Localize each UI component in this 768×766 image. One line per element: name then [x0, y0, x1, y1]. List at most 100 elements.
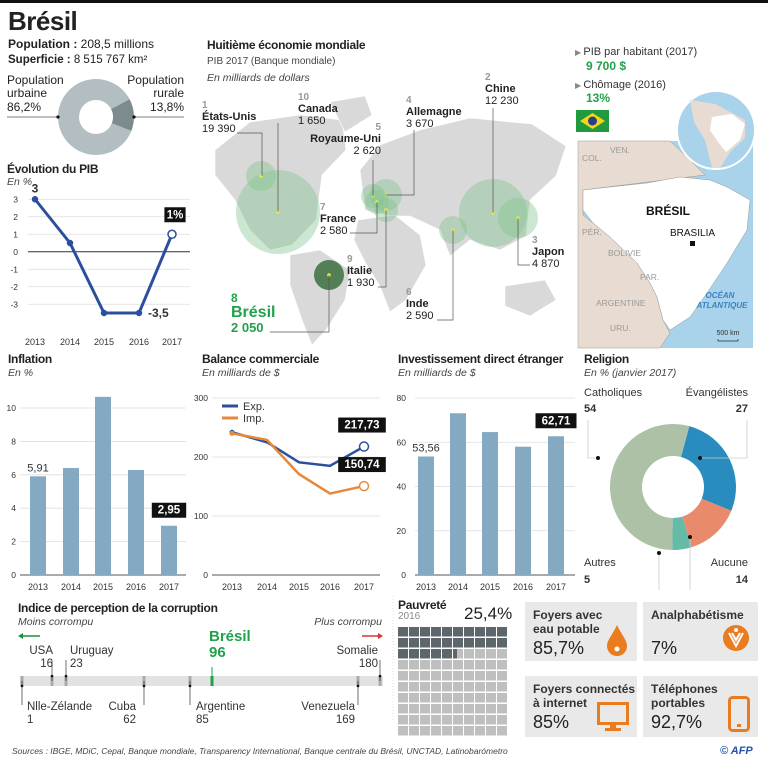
flag-globe [588, 116, 597, 126]
ide-label-2017: 62,71 [542, 415, 571, 427]
inflation-bar-2014 [63, 467, 79, 575]
waffle-cell [442, 715, 452, 725]
x-tick-label: 2017 [546, 582, 566, 592]
y-tick-label: 60 [397, 437, 407, 447]
card-value: 7% [651, 638, 678, 658]
waffle-cell [431, 704, 441, 714]
card-title-2: à internet [533, 696, 588, 710]
gdp-value: 1 930 [347, 277, 375, 289]
waffle-cell [475, 671, 485, 681]
x-tick-label: 2015 [93, 582, 113, 592]
religion-value: 27 [736, 403, 748, 415]
waffle-cell [431, 660, 441, 670]
corruption-dot [20, 684, 24, 688]
waffle-cell [464, 704, 474, 714]
y-tick-label: 8 [11, 436, 16, 446]
balance-point-end [358, 441, 370, 452]
waffle-cell [475, 693, 485, 703]
gdp-leader [378, 210, 387, 288]
balance-label-0-bg [338, 417, 386, 433]
x-tick-label: 2013 [25, 337, 45, 347]
waffle-cell [442, 693, 452, 703]
y-tick-label: 0 [203, 570, 208, 580]
waffle-cell-filled [398, 649, 408, 659]
gdp-rank: 3 [532, 235, 538, 246]
waffle-cell [464, 693, 474, 703]
waffle-cell [475, 704, 485, 714]
gdp-country: France [320, 213, 356, 225]
y-tick-label: 20 [397, 526, 407, 536]
x-tick-label: 2015 [94, 337, 114, 347]
waffle-cell [431, 671, 441, 681]
balance-point-end [358, 480, 370, 492]
waffle-cell [409, 726, 419, 736]
waffle-cell [464, 649, 474, 659]
waffle-cell [453, 671, 463, 681]
y-tick-label: 10 [7, 403, 17, 413]
gdp-rank: 5 [375, 122, 381, 133]
waffle-cell-filled [453, 649, 457, 659]
y-tick-label: 100 [194, 511, 208, 521]
balance-label-1: 150,74 [344, 459, 380, 471]
corruption-rank: 1 [27, 714, 33, 726]
waffle-cell [409, 682, 419, 692]
y-tick-label: 2 [13, 212, 18, 222]
waffle-cell [464, 715, 474, 725]
gdp-country: Inde [406, 298, 429, 310]
y-tick-label: 4 [11, 503, 16, 513]
gdp-value: 2 590 [406, 310, 434, 322]
gdp-rank: 2 [485, 72, 491, 83]
waffle-cell [453, 660, 463, 670]
card-mobile: Téléphones portables 92,7% [643, 676, 758, 737]
waffle-cell [464, 671, 474, 681]
waffle-cell [497, 671, 507, 681]
waffle-cell [464, 660, 474, 670]
religion-leader [587, 420, 598, 459]
world-landmass [504, 279, 557, 317]
y-tick-label: 80 [397, 393, 407, 403]
corruption-country: USA [29, 645, 53, 657]
x-tick-label: 2016 [126, 582, 146, 592]
waffle-cell [486, 715, 496, 725]
map-country-label: BRÉSIL [646, 203, 690, 218]
globe-brazil [710, 114, 745, 152]
gdp-value: 2 050 [231, 320, 264, 335]
legend-label: Exp. [243, 401, 265, 413]
waffle-cell [453, 704, 463, 714]
waffle-cell [475, 682, 485, 692]
corruption-country: Uruguay [70, 645, 114, 657]
gdp-rank: 6 [406, 287, 412, 298]
locator-globe [676, 90, 756, 170]
pib-point [100, 309, 108, 317]
card-literacy: Analphabétisme 7% [643, 602, 758, 661]
card-title: Téléphones portables [651, 682, 718, 710]
y-tick-label: 3 [13, 194, 18, 204]
corruption-less: Moins corrompu [18, 616, 94, 628]
waffle-cell-filled [464, 627, 474, 637]
inflation-title: Inflation [8, 352, 52, 366]
water-drop-icon [607, 625, 627, 656]
literacy-icon [723, 625, 749, 651]
card-value: 85% [533, 712, 570, 732]
religion-dot [596, 456, 600, 460]
urban-label: Population urbaine [7, 74, 64, 100]
waffle-cell [486, 671, 496, 681]
ide-bar-2015 [482, 432, 498, 575]
gdp-rank: 1 [202, 100, 208, 111]
urban-value: 86,2% [7, 100, 42, 114]
arrow-right-icon [378, 633, 383, 639]
waffle-cell [453, 682, 463, 692]
y-tick-label: 1 [13, 229, 18, 239]
pib-hab-label: PIB par habitant (2017) [583, 46, 698, 58]
pib-line [33, 198, 174, 315]
gdp-rank: 9 [347, 254, 353, 265]
world-subtitle: PIB 2017 (Banque mondiale) [207, 56, 336, 67]
waffle-cell [431, 715, 441, 725]
superficie-line: Superficie : 8 515 767 km² [8, 54, 147, 66]
card-title-2: eau potable [533, 622, 600, 636]
waffle-cell-filled [497, 627, 507, 637]
corruption-title: Indice de perception de la corruption [18, 601, 218, 615]
waffle-cell [431, 682, 441, 692]
religion-slice-2 [672, 516, 692, 550]
inflation-label-2017-bg [151, 502, 187, 518]
